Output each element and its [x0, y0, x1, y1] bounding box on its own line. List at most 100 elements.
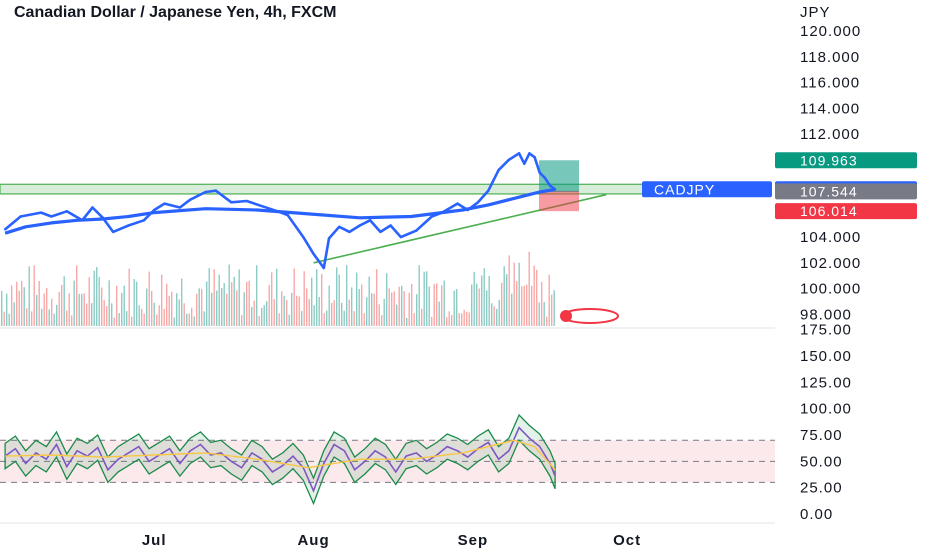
rsi-signal-line — [5, 439, 556, 471]
volume-bar — [78, 293, 80, 326]
volume-bar — [443, 280, 445, 326]
volume-bar — [528, 251, 530, 326]
rsi-axis-tick-label: 100.00 — [800, 401, 852, 418]
price-axis-tick-label: 118.000 — [800, 49, 860, 66]
volume-bar — [336, 267, 338, 326]
volume-bar — [371, 293, 373, 326]
volume-bar — [131, 316, 133, 326]
price-point — [260, 204, 264, 208]
volume-bar — [363, 313, 365, 326]
volume-bar — [503, 266, 505, 326]
price-point — [276, 210, 279, 213]
volume-bar — [191, 307, 193, 326]
volume-bar — [61, 284, 63, 326]
volume-bar — [276, 268, 278, 326]
price-point — [39, 211, 43, 214]
price-point — [533, 156, 536, 159]
volume-bar — [141, 308, 143, 326]
volume-bar — [406, 317, 408, 326]
volume-bar — [293, 268, 295, 326]
volume-bar — [546, 316, 548, 326]
volume-bar — [198, 288, 200, 326]
volume-bar — [333, 300, 335, 326]
volume-bar — [186, 313, 188, 326]
volume-bar — [418, 265, 420, 326]
volume-bar — [206, 281, 208, 326]
rsi-axis-tick-label: 0.00 — [800, 506, 833, 523]
volume-bar — [523, 285, 525, 326]
volume-bar — [531, 285, 533, 326]
symbol-tag[interactable] — [642, 181, 772, 198]
volume-bar — [526, 284, 528, 326]
volume-bar — [173, 317, 175, 326]
volume-bar — [518, 262, 520, 326]
volume-bar — [538, 302, 540, 326]
volume-bar — [166, 283, 168, 326]
volume-bar — [436, 283, 438, 326]
volume-bar — [421, 308, 423, 326]
volume-bar — [246, 281, 248, 326]
volume-bar — [156, 314, 158, 326]
volume-bar — [341, 302, 343, 326]
position-stop-zone — [539, 191, 579, 212]
volume-bar — [508, 255, 510, 326]
volume-bar — [11, 285, 13, 326]
price-point — [65, 210, 69, 213]
volume-bar — [416, 294, 418, 326]
volume-bar — [53, 313, 55, 326]
price-point — [91, 206, 94, 209]
volume-bar — [491, 303, 493, 326]
volume-bar — [266, 301, 268, 326]
volume-bar — [513, 262, 515, 326]
price-point — [153, 208, 156, 212]
volume-bar — [188, 313, 190, 326]
volume-bar — [348, 299, 350, 326]
price-line — [4, 152, 556, 270]
volume-bar — [533, 265, 535, 326]
volume-bar — [438, 301, 440, 326]
volume-bar — [111, 303, 113, 326]
volume-bar — [253, 300, 255, 326]
volume-bar — [411, 283, 413, 326]
volume-bar — [328, 285, 330, 326]
volume-bar — [283, 295, 285, 326]
volume-bar — [41, 308, 43, 326]
price-point — [302, 235, 305, 239]
volume-bar — [473, 271, 475, 326]
volume-bar — [321, 273, 323, 326]
volume-bar — [278, 313, 280, 326]
volume-bar — [213, 269, 215, 326]
price-point — [553, 188, 557, 191]
price-point — [476, 201, 480, 204]
volume-bar — [86, 303, 88, 326]
time-axis-tick-label: Jul — [142, 532, 167, 549]
volume-bar — [343, 310, 345, 326]
volume-bar — [158, 305, 160, 326]
volume-bar — [351, 287, 353, 326]
volume-bar — [376, 269, 378, 326]
volume-bar — [448, 311, 450, 326]
price-label-box — [775, 203, 917, 220]
price-point — [81, 219, 84, 222]
volume-bar — [68, 293, 70, 326]
price-point — [312, 252, 315, 256]
volume-bar — [108, 280, 110, 326]
volume-bar — [148, 271, 150, 326]
volume-bar — [151, 290, 153, 326]
time-axis-tick-label: Aug — [297, 532, 329, 549]
volume-bar — [3, 311, 5, 326]
price-point — [214, 189, 218, 192]
volume-bar — [211, 292, 213, 326]
volume-bar — [256, 265, 258, 326]
volume-bar — [323, 313, 325, 326]
price-point — [497, 168, 500, 172]
volume-bar — [478, 288, 480, 326]
volume-bar — [221, 288, 223, 326]
volume-bar — [408, 292, 410, 326]
volume-bar — [63, 276, 65, 326]
volume-bar — [393, 291, 395, 326]
price-axis-tick-label: 120.000 — [800, 23, 861, 40]
volume-bar — [461, 313, 463, 326]
volume-bar — [251, 306, 253, 326]
